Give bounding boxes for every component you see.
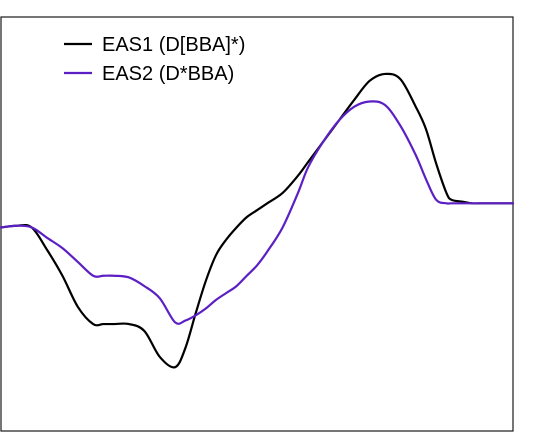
plot-frame — [0, 16, 514, 432]
legend-label-eas1: EAS1 (D[BBA]*) — [102, 34, 245, 56]
legend: EAS1 (D[BBA]*) EAS2 (D*BBA) — [64, 34, 245, 85]
series-line-eas1 — [0, 72, 515, 369]
series-line-eas2 — [0, 100, 515, 325]
series-layer — [0, 72, 515, 369]
legend-label-eas2: EAS2 (D*BBA) — [102, 63, 234, 85]
